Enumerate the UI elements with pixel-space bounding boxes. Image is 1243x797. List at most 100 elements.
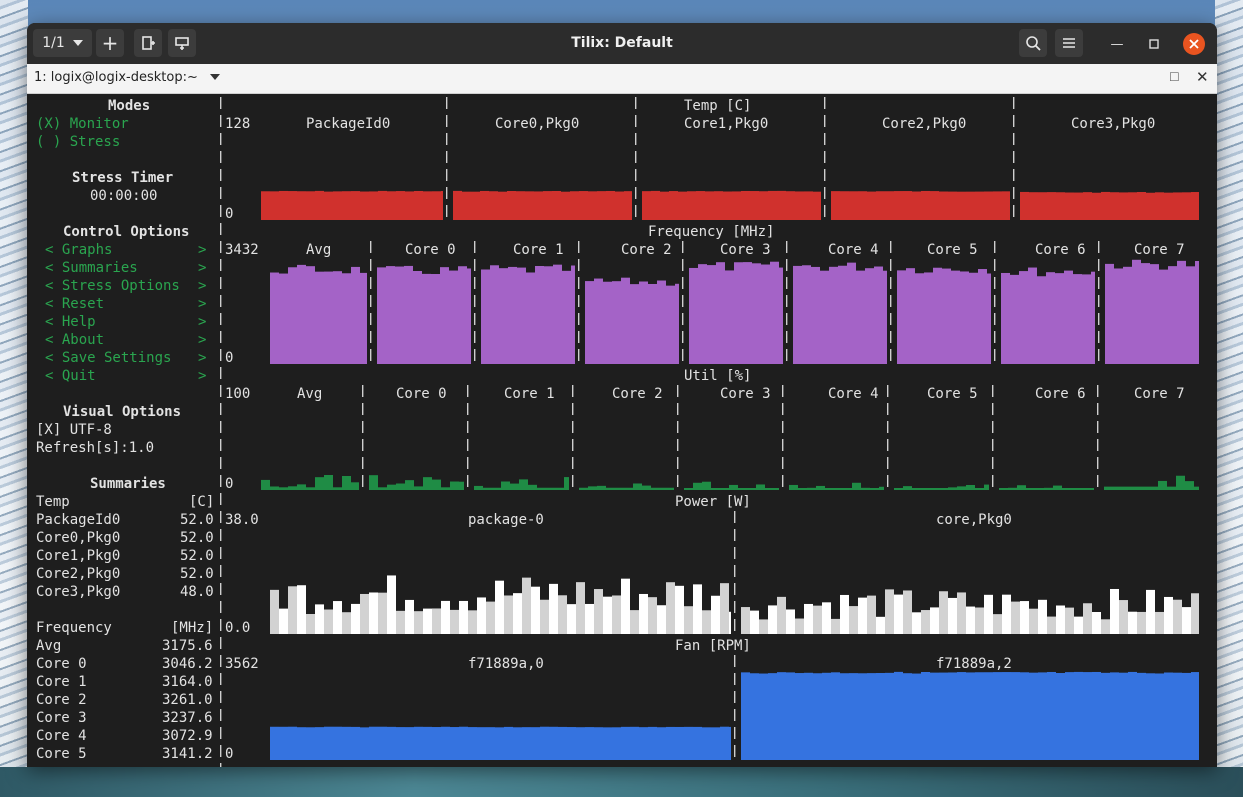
fan-bar — [1173, 672, 1182, 760]
power-bar — [957, 592, 966, 634]
frequency-bar — [906, 268, 915, 364]
util-bar — [333, 487, 342, 490]
frequency-column-separator — [578, 241, 580, 253]
split-down-button[interactable] — [168, 29, 196, 57]
temp-bar — [1083, 192, 1092, 220]
util-bar — [546, 487, 555, 490]
util-bar — [306, 487, 315, 490]
frequency-column-separator — [786, 259, 788, 271]
refresh-rate-option[interactable]: Refresh[s]:1.0 — [36, 440, 155, 456]
menu-item-about[interactable]: < About — [45, 332, 105, 348]
temp-bar — [360, 191, 369, 220]
power-bar — [975, 607, 984, 634]
util-bar — [765, 488, 774, 490]
frequency-column-separator — [994, 331, 996, 343]
maximize-button[interactable] — [1143, 33, 1165, 55]
power-bar — [1182, 607, 1191, 634]
menu-item-graphs[interactable]: < Graphs — [45, 242, 113, 258]
frequency-column-label: Core 1 — [513, 242, 564, 258]
chevron-down-icon[interactable] — [210, 74, 220, 80]
util-bar — [843, 488, 852, 490]
menu-item-help[interactable]: < Help — [45, 314, 96, 330]
temp-bar — [723, 191, 732, 220]
split-right-button[interactable] — [134, 29, 162, 57]
frequency-bar — [1037, 276, 1046, 364]
summary-row-name: Core 0 — [36, 656, 87, 672]
temp-column-separator — [446, 151, 448, 163]
menu-item-save-settings[interactable]: < Save Settings — [45, 350, 172, 366]
frequency-column-separator — [370, 313, 372, 325]
summary-row-name: Core2,Pkg0 — [36, 566, 121, 582]
util-bar — [975, 488, 984, 490]
power-bar — [750, 610, 759, 634]
close-terminal-icon[interactable]: ✕ — [1196, 68, 1209, 86]
fan-bar — [1083, 672, 1092, 760]
fan-bar — [1047, 671, 1056, 760]
power-bar — [1146, 589, 1155, 634]
menu-item-reset[interactable]: < Reset — [45, 296, 105, 312]
menu-item-summaries[interactable]: < Summaries — [45, 260, 138, 276]
pane-divider — [220, 439, 222, 451]
power-column-label: package-0 — [468, 512, 544, 528]
mode-monitor-radio[interactable]: (X) Monitor — [36, 116, 129, 132]
fan-bar — [648, 726, 657, 760]
power-bar — [867, 595, 876, 634]
util-bar — [492, 487, 501, 490]
fan-bar — [741, 672, 750, 760]
terminal-tab-title[interactable]: 1: logix@logix-desktop:~ — [34, 70, 198, 85]
fan-bar — [315, 727, 324, 760]
power-bar — [360, 593, 369, 634]
power-bar — [270, 589, 279, 634]
menu-button[interactable] — [1055, 29, 1083, 57]
frequency-bar — [1010, 274, 1019, 364]
fan-bar — [1029, 672, 1038, 760]
summary-row-name: Core 3 — [36, 710, 87, 726]
frequency-bar — [360, 272, 367, 364]
pane-divider — [220, 637, 222, 649]
util-column-separator — [1097, 475, 1099, 487]
util-column-label: Core 5 — [927, 386, 978, 402]
freq-summary-label: Frequency — [36, 620, 112, 636]
minimize-button[interactable]: — — [1106, 33, 1128, 55]
summary-row-name: PackageId0 — [36, 512, 121, 528]
frequency-column-separator — [1098, 259, 1100, 271]
power-bar — [759, 619, 768, 634]
search-button[interactable] — [1019, 29, 1047, 57]
fan-bar — [612, 727, 621, 760]
power-min-label: 0.0 — [225, 620, 251, 636]
temp-column-separator — [824, 151, 826, 163]
power-bar — [675, 585, 684, 634]
frequency-column-separator — [1098, 313, 1100, 325]
fan-bar — [1038, 672, 1047, 760]
summary-row-name: Core 4 — [36, 728, 87, 744]
util-bar — [1149, 486, 1158, 490]
menu-item-quit[interactable]: < Quit — [45, 368, 96, 384]
util-bar — [930, 488, 939, 490]
temp-bar — [741, 190, 750, 220]
fan-bar — [795, 673, 804, 760]
pane-divider — [220, 241, 222, 253]
fan-bar — [513, 727, 522, 760]
desktop-wallpaper-lake — [0, 767, 1243, 797]
close-window-button[interactable] — [1183, 33, 1205, 55]
power-column-separator — [734, 529, 736, 541]
temp-bar — [813, 191, 821, 220]
control-options-heading: Control Options — [63, 224, 190, 240]
new-session-button[interactable]: + — [96, 29, 124, 57]
fan-bar — [822, 672, 831, 760]
fan-bar — [993, 672, 1002, 760]
frequency-column-separator — [474, 331, 476, 343]
temp-bar — [696, 191, 705, 220]
utf8-checkbox[interactable]: [X] UTF-8 — [36, 422, 112, 438]
mode-stress-radio[interactable]: ( ) Stress — [36, 134, 121, 150]
fan-bar — [867, 673, 876, 760]
terminal[interactable]: Modes (X) Monitor ( ) Stress Stress Time… — [27, 94, 1217, 767]
util-bar — [693, 482, 702, 490]
util-bar — [351, 482, 359, 490]
menu-item-stress-options[interactable]: < Stress Options — [45, 278, 180, 294]
maximize-terminal-icon[interactable]: ☐ — [1169, 70, 1180, 84]
session-switcher-button[interactable]: 1/1 — [33, 29, 92, 57]
visual-options-heading: Visual Options — [63, 404, 182, 420]
temp-column-separator — [635, 169, 637, 181]
util-column-label: Core 7 — [1134, 386, 1185, 402]
